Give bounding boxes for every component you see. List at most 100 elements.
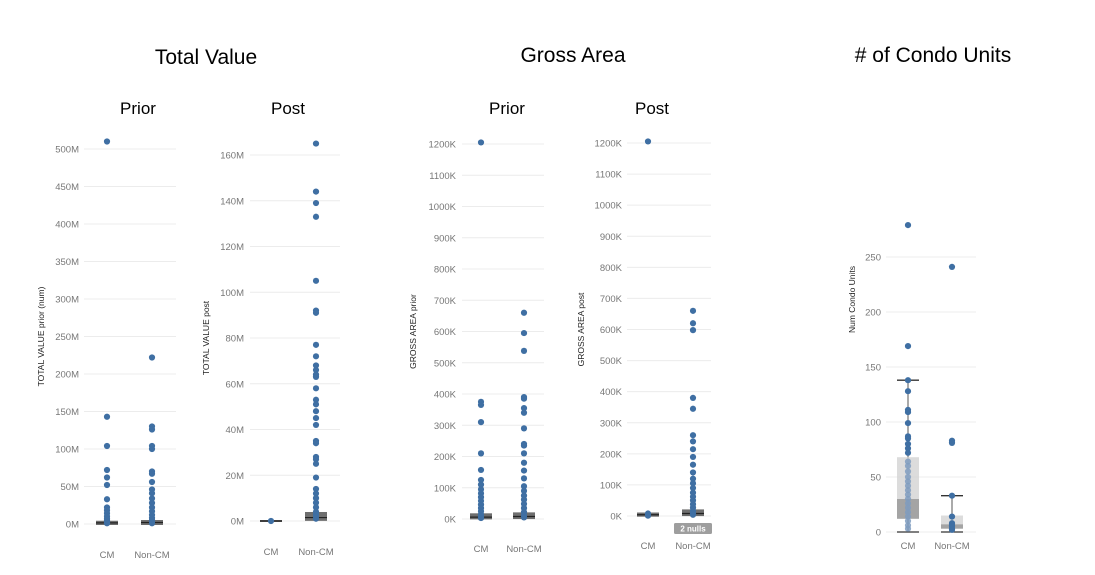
data-point [904,440,912,448]
y-tick-label: 500K [434,358,457,369]
data-point [904,468,912,475]
data-point [520,442,528,449]
group-title-total-value: Total Value [155,46,257,69]
data-point [312,495,320,502]
data-point [520,487,528,494]
y-tick-label: 0K [610,512,622,523]
data-point [644,138,652,145]
data-point [904,409,912,416]
y-tick-label: 900K [434,233,457,244]
data-point [148,470,156,477]
data-point [148,495,156,502]
y-tick-label: 0M [66,520,79,531]
y-tick-label: 800K [434,265,457,276]
data-point [103,466,111,474]
x-category-label: Non-CM [298,547,333,558]
y-tick-label: 700K [434,296,457,307]
x-category-label: Non-CM [934,541,969,552]
data-point [477,450,485,457]
data-point [948,513,956,520]
y-tick-label: 200K [434,452,457,463]
data-point [904,377,912,384]
y-tick-label: 300K [600,418,623,429]
data-point [520,329,528,337]
y-tick-label: 100K [600,480,623,491]
data-point [103,496,111,503]
y-tick-label: 0K [444,515,456,526]
data-point [148,445,156,453]
x-category-label: CM [901,541,916,552]
data-point [644,512,652,519]
data-point [477,481,485,488]
data-point [689,432,697,439]
chart-panel-ga_prior: 0K 100K 200K 300K 400K 500K 600K 700K 800K 900K 10… [408,139,544,555]
data-point [103,474,111,481]
data-point [312,140,320,147]
y-tick-label: 350M [55,257,79,268]
data-point [312,277,320,284]
data-point [904,222,912,229]
data-point [312,474,320,481]
data-point [520,309,528,316]
y-tick-label: 80M [226,334,245,345]
data-point [477,476,485,484]
y-tick-label: 1000K [595,201,623,212]
data-point [904,473,912,481]
data-point [904,420,912,427]
y-tick-label: 1100K [429,171,456,182]
data-point [904,495,912,503]
data-point [103,138,111,145]
chart-panels: 0M50M100M150M200M250M300M350M400M450M500… [36,138,976,561]
panel-title-tv-post: Post [271,99,305,118]
y-tick-label: 120M [220,242,244,253]
data-point [103,413,111,420]
data-point [312,485,320,493]
data-point [904,462,912,470]
box-upper [941,515,963,525]
y-tick-label: 60M [226,379,245,390]
data-point [148,520,156,527]
y-tick-label: 100K [434,483,457,494]
y-tick-label: 600K [434,327,457,338]
data-point [312,408,320,415]
y-tick-label: 1100K [595,170,622,181]
data-point [477,401,485,409]
data-point [148,478,156,486]
data-point [520,450,528,457]
data-point [148,354,156,361]
y-axis-label: Num Condo Units [847,266,857,333]
data-point [689,405,697,412]
group-title-condo-units: # of Condo Units [855,44,1011,67]
y-tick-label: 800K [600,263,623,274]
x-category-label: CM [641,541,656,552]
x-category-label: Non-CM [675,541,710,552]
data-point [520,496,528,503]
data-point [904,458,912,465]
data-point [904,478,912,485]
y-axis-label: GROSS AREA post [576,292,586,366]
data-point [689,327,697,334]
y-tick-label: 0 [876,528,881,539]
group-title-gross-area: Gross Area [520,44,625,67]
y-tick-label: 250 [865,253,881,264]
data-point [904,435,912,442]
data-point [689,320,697,327]
y-tick-label: 1200K [595,139,623,150]
data-point [312,460,320,467]
chart-panel-tv_post: 0M 20M 40M 60M 80M 100M 120M 140M 160M TOTAL VALU… [201,140,340,558]
x-category-label: CM [474,544,489,555]
y-tick-label: 50M [61,482,80,493]
y-tick-label: 200 [865,308,881,319]
data-point [312,515,320,522]
data-point [312,199,320,207]
data-point [312,396,320,403]
y-tick-label: 140M [220,196,244,207]
data-point [904,525,912,532]
x-category-label: CM [264,547,279,558]
data-point [904,504,912,511]
data-point [948,526,956,533]
data-point [520,347,528,354]
y-tick-label: 100M [220,288,244,299]
